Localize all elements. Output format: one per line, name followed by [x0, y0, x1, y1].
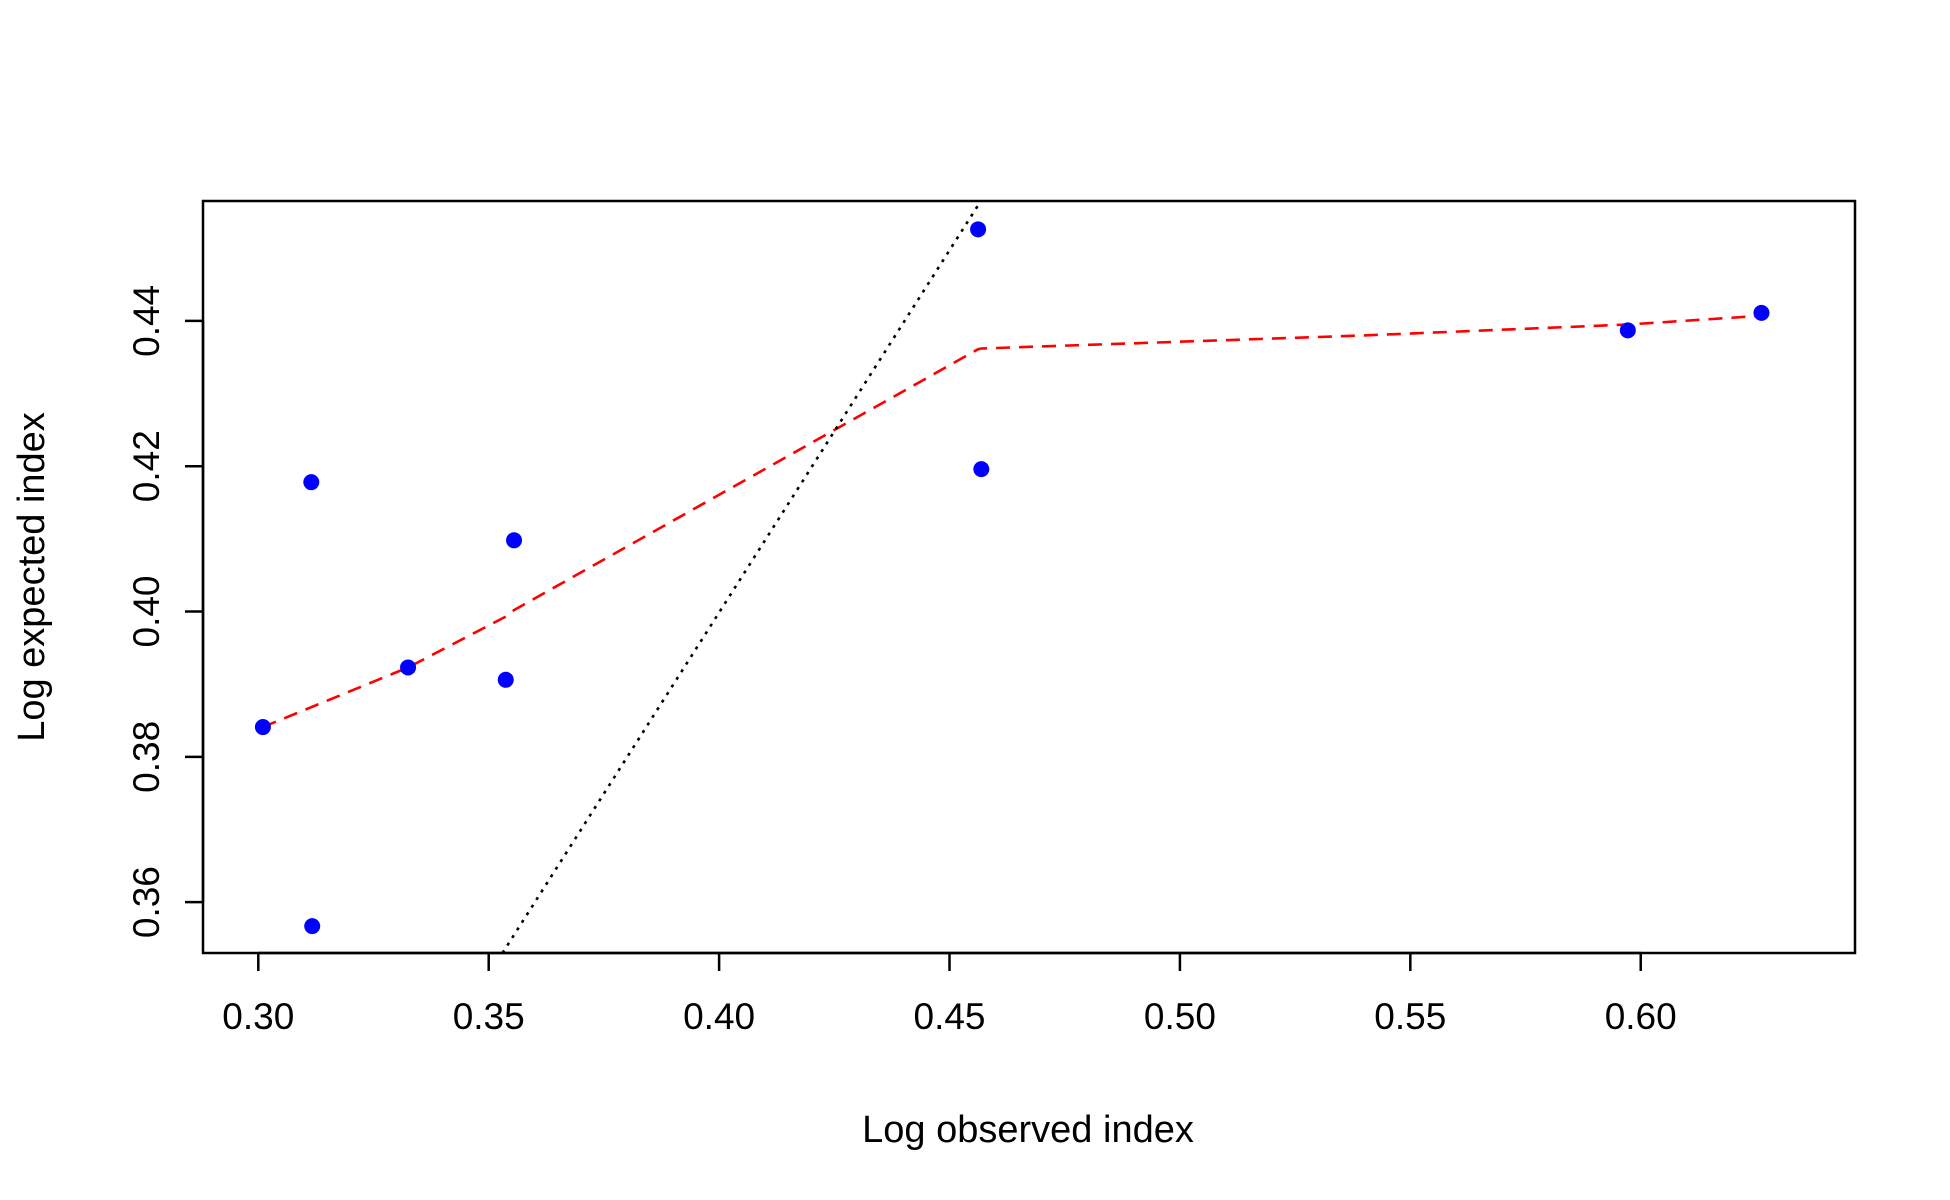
data-point: [254, 719, 271, 736]
data-point: [303, 474, 320, 491]
x-tick-label: 0.30: [222, 996, 294, 1037]
y-tick-label: 0.40: [126, 576, 167, 648]
data-point: [400, 659, 417, 676]
data-point: [304, 918, 321, 935]
plot-frame: [201, 199, 1857, 955]
y-tick-label: 0.38: [126, 721, 167, 793]
x-tick-label: 0.40: [683, 996, 755, 1037]
data-point: [970, 221, 987, 238]
x-tick-label: 0.50: [1144, 996, 1216, 1037]
x-tick-label: 0.60: [1605, 996, 1677, 1037]
data-point: [1619, 322, 1636, 339]
y-axis-title: Log expected index: [11, 412, 53, 742]
x-tick-label: 0.35: [453, 996, 525, 1037]
data-point: [506, 532, 523, 549]
series-lines: [262, 201, 1762, 953]
y-tick-label: 0.36: [126, 866, 167, 938]
x-tick-label: 0.55: [1374, 996, 1446, 1037]
data-point: [973, 461, 990, 478]
series-points: [254, 221, 1770, 935]
y-axis: 0.36 0.38 0.40 0.42 0.44: [126, 285, 205, 938]
x-axis: 0.30 0.35 0.40 0.45 0.50 0.55 0.60: [222, 951, 1677, 1037]
x-axis-title: Log observed index: [862, 1109, 1194, 1151]
x-tick-label: 0.45: [914, 996, 986, 1037]
y-tick-label: 0.44: [126, 285, 167, 357]
data-point: [497, 671, 514, 688]
data-point: [1753, 304, 1770, 321]
trend-line: [262, 314, 1762, 729]
y-tick-label: 0.42: [126, 430, 167, 502]
